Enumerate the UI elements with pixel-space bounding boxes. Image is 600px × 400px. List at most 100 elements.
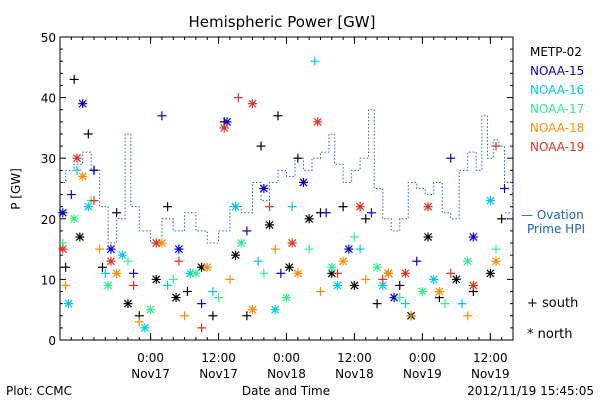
data-point-metp-02 <box>338 202 348 212</box>
legend-item-noaa-18: NOAA-18 <box>530 121 584 135</box>
data-point-noaa-16 <box>253 256 263 266</box>
data-point-metp-02 <box>208 311 218 321</box>
data-point-noaa-17 <box>236 238 246 248</box>
y-tick-label: 30 <box>41 152 56 166</box>
data-point-metp-02 <box>485 268 495 278</box>
x-tick-label-date: Nov19 <box>471 367 510 381</box>
data-point-noaa-19 <box>313 117 323 127</box>
data-point-noaa-16 <box>287 202 297 212</box>
data-point-metp-02 <box>293 153 303 163</box>
data-point-noaa-18 <box>112 268 122 278</box>
y-tick-label: 10 <box>41 273 56 287</box>
legend-item-noaa-15: NOAA-15 <box>530 64 584 78</box>
data-point-noaa-16 <box>100 268 110 278</box>
data-point-noaa-16 <box>310 56 320 66</box>
data-point-noaa-17 <box>463 256 473 266</box>
data-point-noaa-19 <box>106 256 116 266</box>
data-point-metp-02 <box>395 280 405 290</box>
data-point-metp-02 <box>197 262 207 272</box>
data-point-noaa-15 <box>78 99 88 109</box>
x-tick-label-date: Nov17 <box>199 367 238 381</box>
data-point-noaa-19 <box>248 99 258 109</box>
ovation-hpi-line <box>60 109 514 244</box>
data-point-noaa-16 <box>231 202 241 212</box>
data-point-noaa-18 <box>61 280 71 290</box>
data-point-noaa-15 <box>298 177 308 187</box>
data-point-noaa-15 <box>157 111 167 121</box>
data-point-noaa-15 <box>446 153 456 163</box>
data-point-metp-02 <box>97 262 107 272</box>
data-point-noaa-19 <box>129 280 139 290</box>
data-point-noaa-19 <box>174 256 184 266</box>
data-point-noaa-18 <box>225 274 235 284</box>
data-point-noaa-19 <box>58 244 68 254</box>
data-point-metp-02 <box>497 214 507 224</box>
data-point-noaa-19 <box>378 274 388 284</box>
data-point-noaa-18 <box>491 256 501 266</box>
data-point-metp-02 <box>273 111 283 121</box>
data-point-noaa-16 <box>355 244 365 254</box>
data-point-noaa-18 <box>180 311 190 321</box>
legend-item-metp-02: METP-02 <box>530 45 582 59</box>
footer-timestamp: 2012/11/19 15:45:05 <box>467 384 594 398</box>
data-point-noaa-16 <box>332 280 342 290</box>
data-point-noaa-19 <box>151 238 161 248</box>
data-point-noaa-19 <box>468 280 478 290</box>
data-point-noaa-17 <box>440 299 450 309</box>
data-point-noaa-17 <box>214 293 224 303</box>
data-point-noaa-15 <box>321 208 331 218</box>
legend-marker-north: * north <box>527 327 573 342</box>
data-point-metp-02 <box>163 202 173 212</box>
data-point-noaa-18 <box>463 311 473 321</box>
data-point-noaa-19 <box>332 268 342 278</box>
data-point-metp-02 <box>361 214 371 224</box>
data-point-noaa-18 <box>270 244 280 254</box>
data-point-noaa-18 <box>248 305 258 315</box>
data-point-noaa-19 <box>491 141 501 151</box>
data-point-noaa-19 <box>400 268 410 278</box>
y-axis-label: P [GW] <box>9 168 23 210</box>
data-point-noaa-15 <box>276 268 286 278</box>
data-points <box>58 56 510 333</box>
data-point-noaa-15 <box>500 184 510 193</box>
footer-plot-credit: Plot: CCMC <box>6 384 72 398</box>
data-point-metp-02 <box>112 208 122 218</box>
data-point-noaa-16 <box>140 323 150 333</box>
data-point-noaa-15 <box>389 293 399 303</box>
data-point-noaa-16 <box>270 305 280 315</box>
data-point-noaa-16 <box>163 280 173 290</box>
data-point-metp-02 <box>304 214 314 224</box>
data-point-noaa-18 <box>95 244 105 254</box>
data-point-noaa-19 <box>89 196 99 206</box>
legend-item-noaa-17: NOAA-17 <box>530 102 584 116</box>
data-point-metp-02 <box>151 274 161 284</box>
legend-ovation-line2: Prime HPI <box>527 222 585 236</box>
data-point-noaa-15 <box>259 184 269 193</box>
ovation-hpi-step-line <box>60 109 514 244</box>
data-point-noaa-18 <box>315 287 325 297</box>
data-point-noaa-16 <box>208 287 218 297</box>
data-point-noaa-16 <box>457 299 467 309</box>
data-point-noaa-16 <box>429 274 439 284</box>
data-point-noaa-19 <box>72 153 82 163</box>
legend-item-noaa-16: NOAA-16 <box>530 83 584 97</box>
data-point-metp-02 <box>171 293 181 303</box>
data-point-noaa-17 <box>259 268 269 278</box>
data-point-metp-02 <box>69 74 79 84</box>
data-point-noaa-17 <box>146 305 156 315</box>
data-point-noaa-17 <box>417 287 427 297</box>
data-point-noaa-17 <box>304 244 314 254</box>
data-point-noaa-16 <box>63 299 73 309</box>
data-point-noaa-18 <box>157 238 167 248</box>
data-point-noaa-15 <box>58 208 68 218</box>
data-point-noaa-18 <box>338 256 348 266</box>
x-tick-label-time: 0:00 <box>409 351 436 365</box>
chart-title: Hemispheric Power [GW] <box>189 13 376 31</box>
data-point-metp-02 <box>242 311 252 321</box>
data-point-noaa-18 <box>406 311 416 321</box>
data-point-metp-02 <box>75 232 85 242</box>
data-point-metp-02 <box>423 232 433 242</box>
y-tick-label: 20 <box>41 213 56 227</box>
x-axis-label: Date and Time <box>242 384 330 398</box>
